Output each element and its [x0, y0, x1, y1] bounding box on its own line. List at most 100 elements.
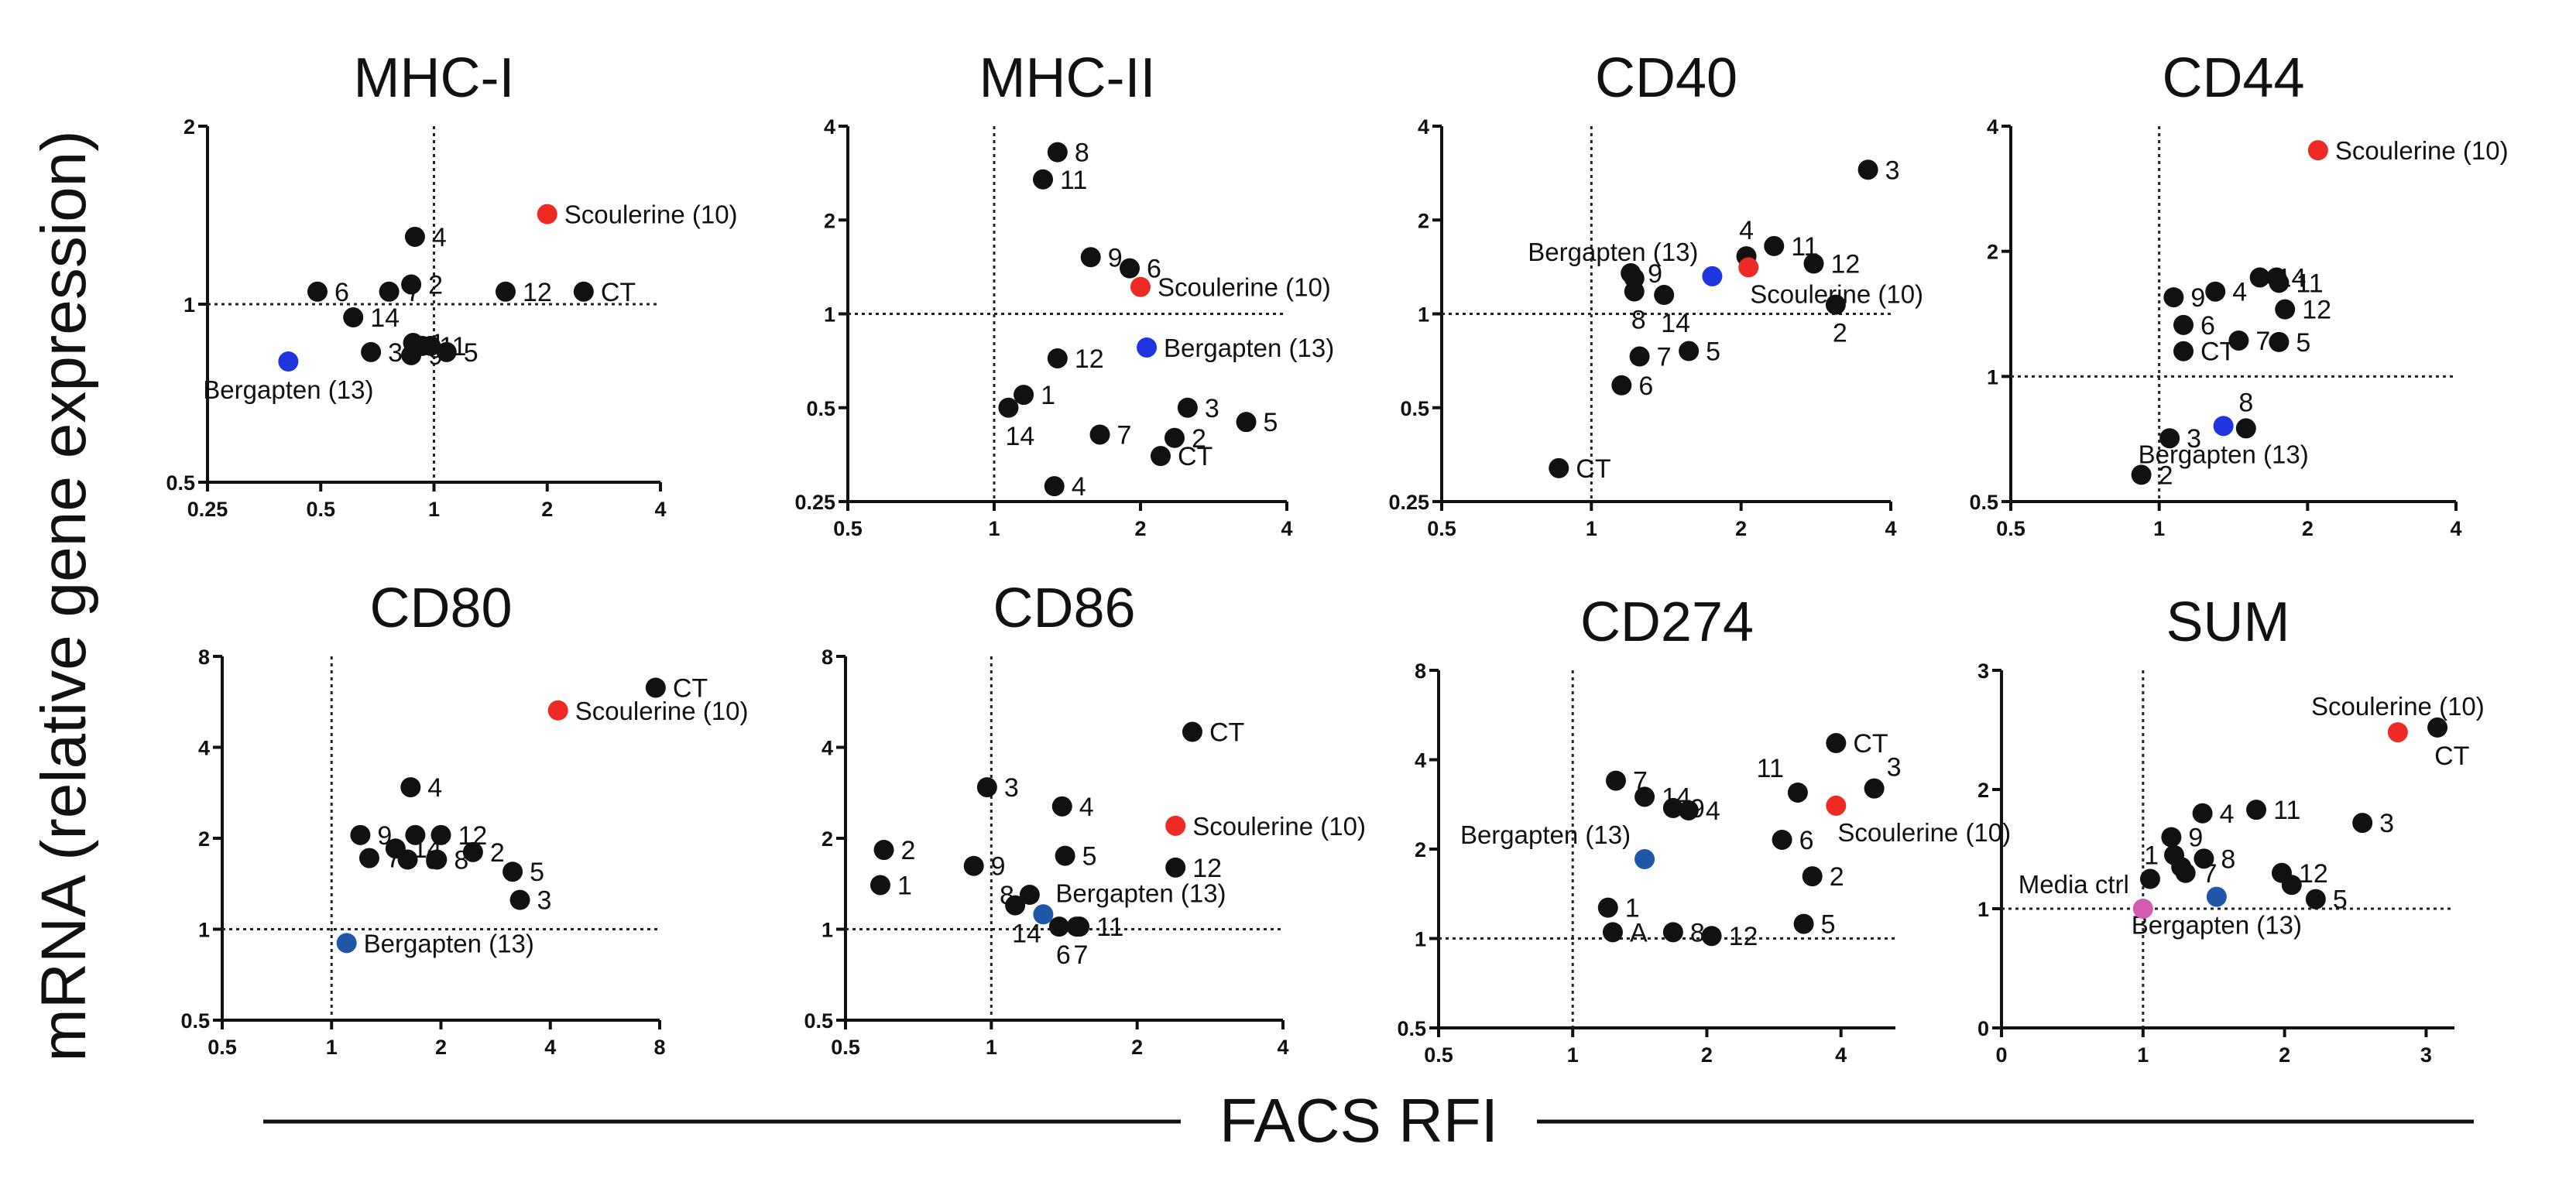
y-tick-label: 2 — [198, 827, 210, 851]
point-label: 6 — [1147, 255, 1161, 284]
chart-title: CD44 — [2162, 47, 2304, 109]
point-label: 5 — [1706, 337, 1720, 367]
x-tick-label: 4 — [654, 498, 666, 521]
point-label: 7 — [2255, 327, 2270, 356]
point-12 — [1803, 253, 1824, 274]
point-3 — [1177, 397, 1198, 418]
point-4 — [404, 226, 425, 247]
point-2 — [2131, 464, 2152, 485]
point-label: CT — [601, 278, 636, 307]
point-label: 8 — [1690, 918, 1705, 947]
x-tick-label: 0.5 — [306, 498, 335, 521]
point-label: Media ctrl — [2019, 870, 2129, 899]
x-tick-label: 1 — [2137, 1043, 2149, 1067]
point-1 — [403, 333, 424, 354]
point-12 — [1047, 348, 1068, 368]
y-tick-label: 3 — [1977, 659, 1989, 683]
point-14 — [2139, 868, 2160, 889]
point-label: Bergapten (13) — [1460, 820, 1631, 849]
y-tick-label: 1 — [1415, 928, 1426, 951]
point-3 — [1857, 159, 1878, 180]
y-axis-label: mRNA (relative gene expression) — [29, 130, 99, 1061]
point-label: 4 — [427, 773, 442, 803]
chart-title: MHC-I — [354, 47, 515, 109]
x-tick-label: 4 — [1277, 1036, 1288, 1059]
point-label: 9 — [2190, 283, 2205, 313]
point-ct — [2427, 717, 2448, 738]
point-label: 6 — [334, 278, 349, 307]
point-6 — [1120, 258, 1141, 279]
point-11 — [1069, 916, 1090, 937]
point-bergapten-13 — [2213, 416, 2234, 437]
point-label: 4 — [2232, 278, 2247, 307]
point-6 — [307, 281, 328, 302]
x-tick-label: 0.25 — [187, 498, 228, 521]
point-label: 4 — [432, 223, 447, 252]
point-ct — [1150, 446, 1171, 467]
y-tick-label: 2 — [1987, 241, 1998, 264]
point-label: 5 — [2296, 328, 2310, 358]
point-label: 8 — [2238, 388, 2253, 417]
point-6 — [2173, 314, 2194, 335]
point-label: 3 — [388, 338, 403, 368]
point-label: 5 — [530, 858, 544, 887]
x-tick-label: 3 — [2420, 1043, 2432, 1067]
point-bergapten-13 — [278, 351, 299, 372]
point-14 — [998, 397, 1019, 418]
point-label: 5 — [1082, 842, 1097, 872]
point-scoulerine-10 — [1826, 795, 1847, 816]
point-label: 2 — [428, 270, 443, 300]
point-4 — [1044, 476, 1065, 497]
point-ct — [2173, 341, 2194, 361]
point-label: Scoulerine (10) — [1192, 812, 1366, 841]
x-tick-label: 2 — [1134, 517, 1146, 540]
x-tick-label: 4 — [1281, 517, 1292, 540]
point-label: Scoulerine (10) — [2311, 692, 2485, 721]
point-6 — [1611, 375, 1632, 396]
point-5 — [2269, 331, 2290, 352]
y-tick-label: 0.5 — [166, 471, 195, 495]
point-label: 14 — [370, 303, 400, 333]
point-14 — [1654, 285, 1675, 306]
x-tick-label: 0 — [1995, 1043, 2007, 1067]
point-label: 6 — [1638, 372, 1653, 401]
y-tick-label: 8 — [1415, 659, 1426, 683]
point-label: CT — [673, 673, 708, 703]
point-8 — [1624, 281, 1645, 302]
point-14 — [1634, 786, 1655, 807]
x-axis-label: FACS RFI — [1219, 1086, 1498, 1155]
point-label: 11 — [439, 332, 466, 361]
point-label: 12 — [1075, 344, 1104, 374]
point-5 — [436, 341, 457, 362]
x-tick-label: 2 — [435, 1036, 447, 1059]
chart-title: CD40 — [1595, 47, 1737, 109]
point-6 — [1048, 916, 1069, 937]
point-label: 3 — [2187, 424, 2201, 454]
point-label: CT — [2434, 742, 2469, 771]
point-label: CT — [1209, 718, 1244, 748]
y-tick-label: 4 — [822, 737, 833, 760]
point-label: Bergapten (13) — [203, 375, 373, 404]
point-label: Bergapten (13) — [364, 929, 534, 957]
point-label: Scoulerine (10) — [1158, 273, 1331, 302]
point-media-ctrl — [2132, 899, 2153, 919]
chart-title: CD80 — [369, 577, 512, 639]
point-label: 2 — [1830, 862, 1844, 892]
point-2 — [462, 841, 483, 862]
point-bergapten-13 — [1033, 904, 1054, 925]
point-label: 6 — [1799, 826, 1814, 855]
x-tick-label: 4 — [1835, 1043, 1847, 1067]
point-9 — [2163, 287, 2184, 308]
point-11 — [1764, 235, 1785, 256]
point-6 — [397, 849, 418, 870]
point-3 — [976, 777, 997, 798]
y-tick-label: 4 — [198, 737, 210, 760]
point-3 — [509, 889, 530, 910]
point-11 — [2269, 272, 2290, 293]
point-9 — [1662, 797, 1683, 818]
point-label: 4 — [1706, 796, 1720, 826]
point-label: Bergapten (13) — [1164, 334, 1334, 362]
y-tick-label: 0.5 — [804, 1009, 833, 1033]
x-tick-label: 0.5 — [1996, 517, 2025, 540]
